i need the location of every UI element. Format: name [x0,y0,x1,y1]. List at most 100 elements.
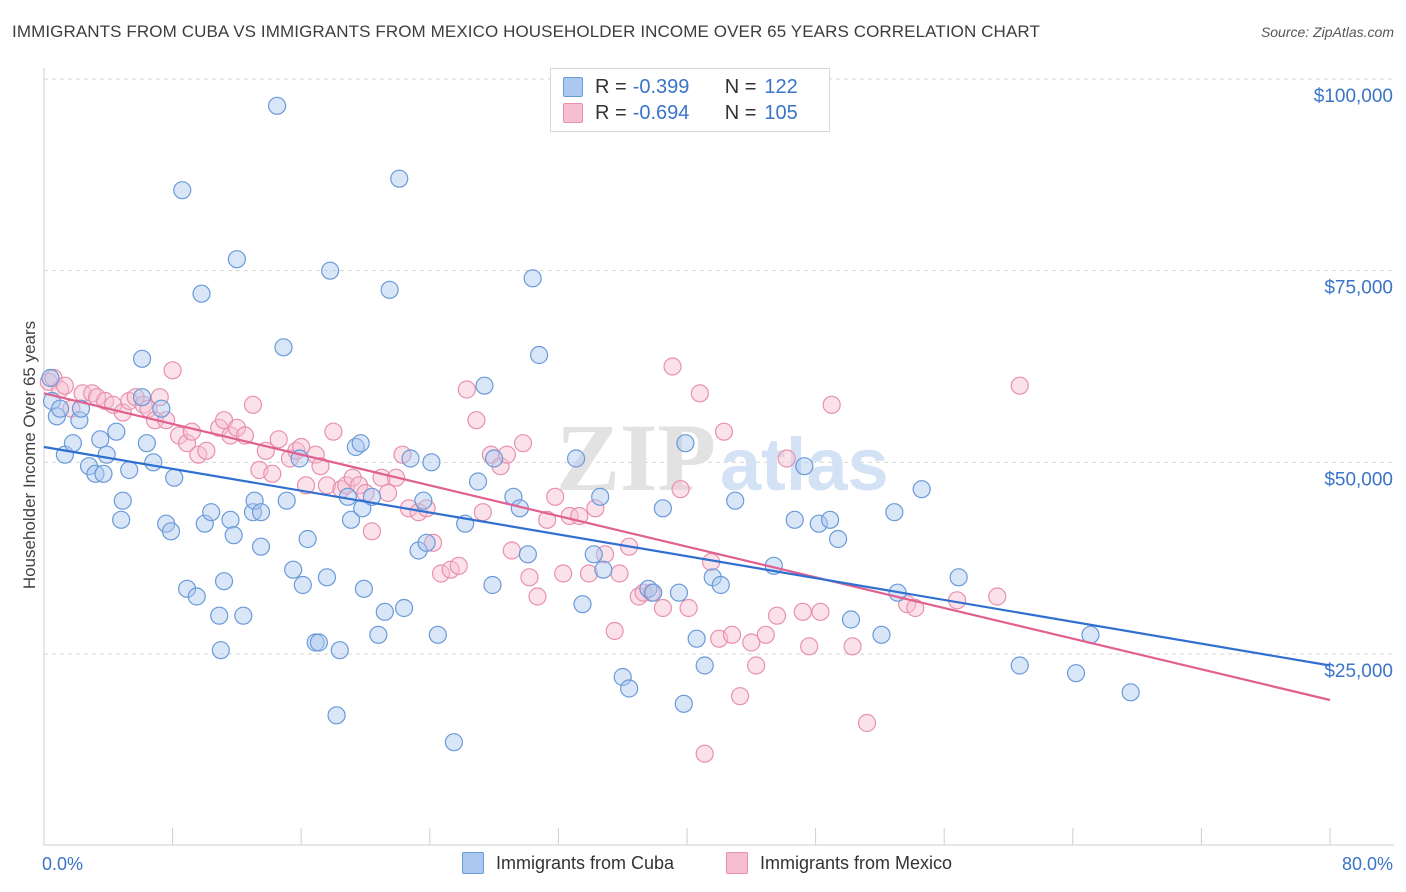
cuba-point [785,510,804,529]
cuba-point [483,575,502,595]
series-mexico-points [39,357,1029,763]
svg-text:ZIP: ZIP [556,404,716,511]
cuba-point [354,579,373,598]
cuba-point [369,625,388,644]
cuba-point [202,503,221,522]
mexico-point [690,384,709,403]
cuba-point [245,491,264,510]
cuba-point [375,602,394,621]
mexico-point [843,637,862,656]
legend-swatch-cuba [563,77,583,97]
mexico-point [586,499,605,518]
cuba-point [475,376,494,395]
cuba-point [1121,683,1140,702]
cuba-point [795,457,814,476]
mexico-point [163,361,182,380]
cuba-point [872,625,891,644]
cuba-point [112,510,131,529]
mexico-point [324,422,343,441]
legend-n-label: N = [724,101,757,124]
mexico-point [269,430,288,449]
cuba-point [414,491,433,510]
y-tick-label: $25,000 [1324,661,1393,682]
grid-lines [44,78,1394,655]
y-tick-labels: $25,000 $50,000 $75,000 $100,000 [1314,86,1393,682]
cuba-point [644,583,663,602]
cuba-point [298,529,317,549]
mexico-point [467,411,486,430]
cuba-point [820,510,840,529]
cuba-point [523,269,542,288]
mexico-point [538,510,557,529]
mexico-point [605,621,624,641]
mexico-point [457,380,476,399]
mexico-point [714,422,734,441]
mexico-point [695,744,714,763]
mexico-point [473,503,492,522]
cuba-point [485,449,504,468]
cuba-point [653,499,672,518]
bottom-legend-label-cuba: Immigrants from Cuba [496,852,675,873]
mexico-point [822,395,841,414]
cuba-point [620,679,639,698]
mexico-point [793,602,812,621]
mexico-point [150,388,169,407]
cuba-point [274,338,293,357]
mexico-point [742,633,761,652]
zipatlas-watermark: ZIP atlas [556,404,889,511]
cuba-point [1066,664,1086,683]
cuba-point [530,345,549,365]
mexico-point [579,564,599,583]
legend-row-mexico: R = -0.694 N = 105 [563,101,798,125]
cuba-point [284,560,303,579]
bottom-legend-cuba: Immigrants from Cuba [462,852,674,874]
cuba-point [234,606,253,625]
mexico-point [263,464,282,483]
mexico-point [243,395,263,414]
mexico-point [362,522,382,541]
mexico-point [431,564,451,583]
trend-lines [43,392,1331,702]
mexico-point [311,457,330,476]
cuba-point [91,430,110,449]
cuba-point [428,625,447,644]
cuba-point [841,610,861,629]
cuba-point [277,491,296,510]
mexico-point [423,533,443,552]
cuba-point [195,514,214,533]
cuba-point [468,472,488,491]
legend-r-label: R = [595,101,627,124]
bottom-legend-swatch-cuba [462,852,484,874]
cuba-point [566,449,586,468]
bottom-legend-label-mexico: Immigrants from Mexico [760,852,953,873]
source-label: Source: ZipAtlas.com [1260,24,1394,40]
mexico-point [653,598,672,618]
mexico-point [546,487,565,506]
cuba-point [113,491,132,510]
cuba-point [422,453,441,472]
cuba-point [949,568,968,587]
mexico-point [520,568,539,587]
cuba-point [214,572,234,591]
cuba-point [132,349,152,368]
mexico-point [722,625,742,644]
y-tick-label: $50,000 [1324,469,1393,490]
legend-n-value: 122 [764,75,798,98]
cuba-point [1010,656,1029,675]
cuba-point [687,629,706,648]
cuba-point [107,422,126,441]
x-tick-label: 0.0% [42,854,83,874]
legend-r-label: R = [595,75,627,98]
mexico-point [747,656,766,675]
legend-swatch-mexico [563,103,583,123]
cuba-point [711,575,730,595]
cuba-point [144,453,163,472]
cuba-point [674,694,693,713]
mexico-point [906,598,925,618]
mexico-point [513,434,533,453]
cuba-point [210,606,229,625]
y-tick-label: $100,000 [1314,86,1393,107]
legend-n-label: N = [724,75,757,98]
cuba-point [695,656,714,675]
